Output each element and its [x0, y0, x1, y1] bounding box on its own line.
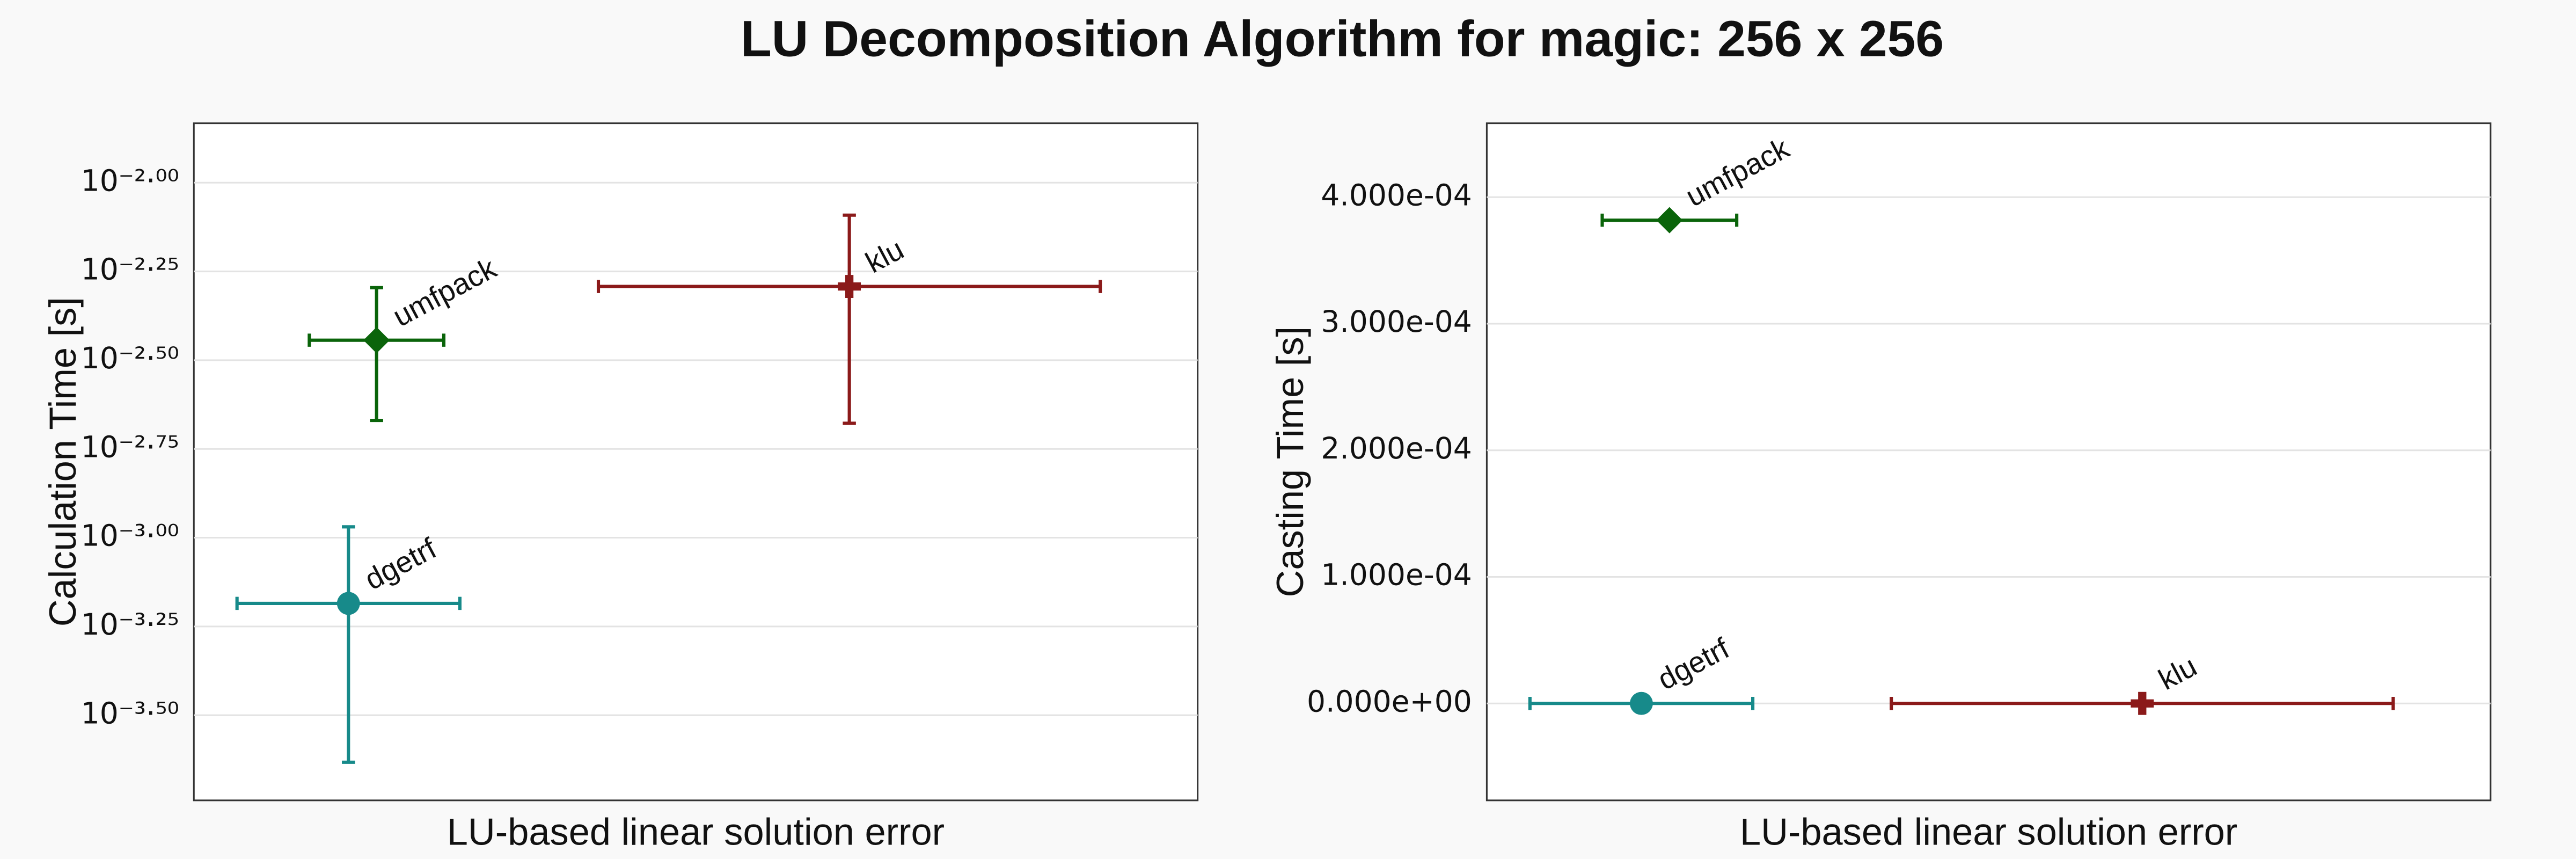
y-tick-label: 1.000e-04 — [1321, 558, 1472, 592]
marker — [1630, 691, 1653, 715]
y-tick-label: 3.000e-04 — [1321, 304, 1472, 339]
plot-area — [193, 122, 1199, 802]
y-axis-label: Casting Time [s] — [1269, 326, 1311, 598]
y-tick-label: 10⁻³·²⁵ — [81, 607, 179, 642]
marker — [2131, 691, 2154, 715]
marker — [838, 275, 861, 299]
y-tick-label: 10⁻³·⁵⁰ — [81, 696, 179, 730]
y-axis-label: Calculation Time [s] — [41, 297, 84, 627]
marker — [336, 592, 360, 615]
y-tick-label: 10⁻²·⁵⁰ — [81, 341, 179, 375]
figure-title: LU Decomposition Algorithm for magic: 25… — [741, 11, 1944, 68]
y-error-bar — [370, 286, 383, 423]
y-tick-label: 4.000e-04 — [1321, 178, 1472, 212]
y-error-bar — [843, 213, 856, 425]
y-tick-label: 10⁻²·⁰⁰ — [81, 163, 179, 198]
y-tick-label: 2.000e-04 — [1321, 431, 1472, 465]
y-tick-label: 10⁻²·⁷⁵ — [81, 430, 179, 464]
plot-area — [1485, 122, 2492, 802]
y-tick-label: 0.000e+00 — [1307, 684, 1472, 718]
y-tick-label: 10⁻³·⁰⁰ — [81, 519, 179, 553]
x-axis-label: LU-based linear solution error — [1740, 811, 2237, 853]
y-error-bar — [342, 525, 355, 764]
y-tick-label: 10⁻²·²⁵ — [81, 252, 179, 287]
x-axis-label: LU-based linear solution error — [447, 811, 945, 853]
